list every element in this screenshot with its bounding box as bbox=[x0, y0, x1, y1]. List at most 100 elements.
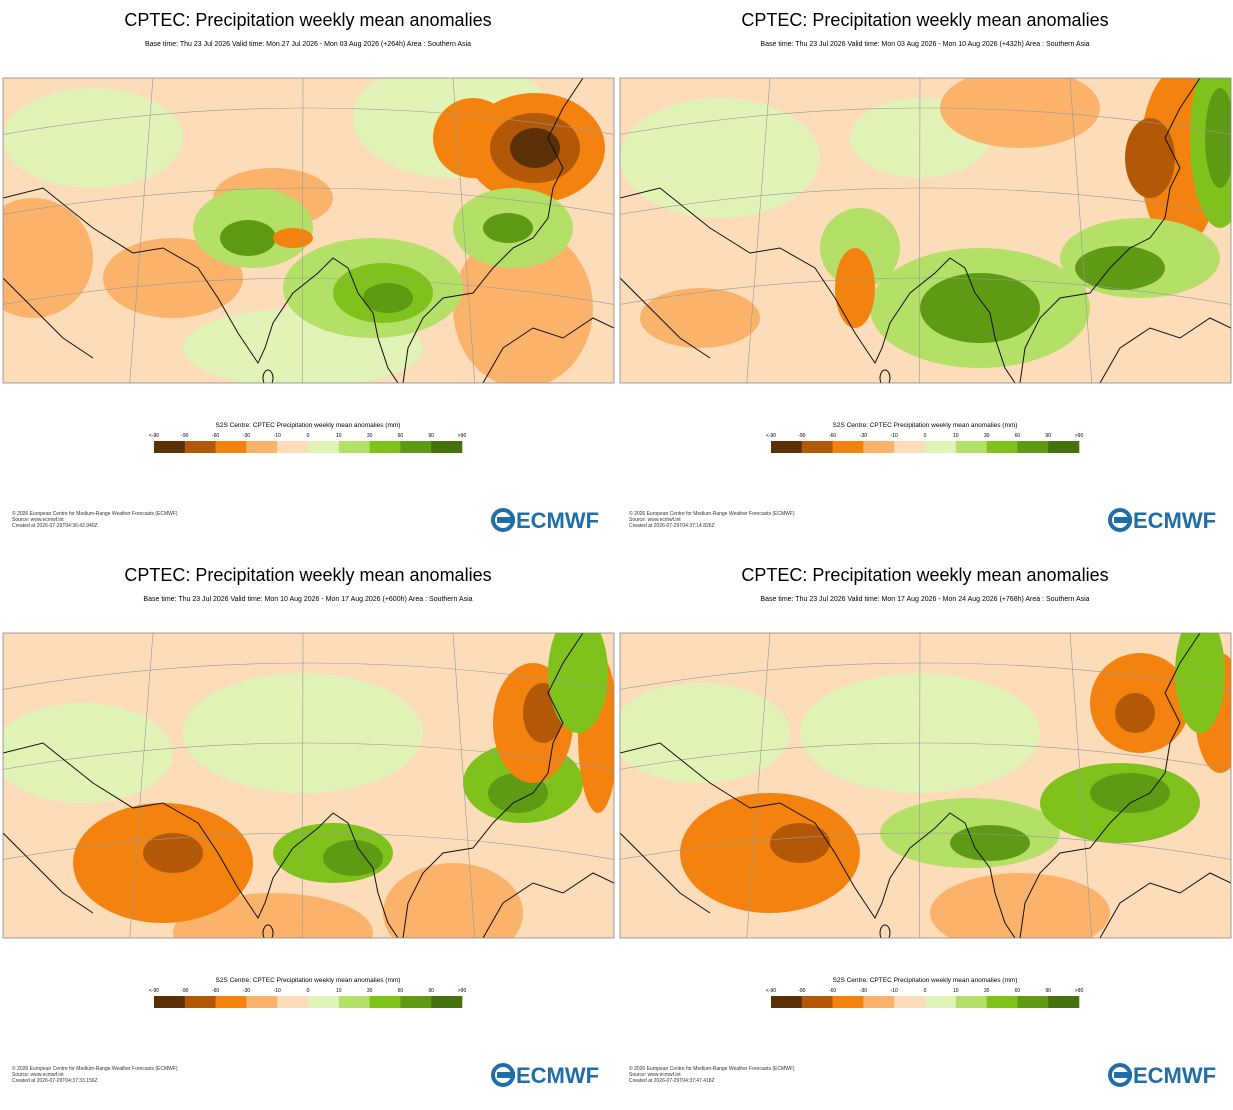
colorbar-label: 30 bbox=[984, 988, 990, 994]
colorbar-label: 0 bbox=[924, 433, 927, 439]
colorbar-label: 90 bbox=[1045, 988, 1051, 994]
footer-text: Source: www.ecmwf.int bbox=[629, 517, 681, 523]
anomaly-area bbox=[620, 683, 790, 783]
colorbar-label: >90 bbox=[1075, 433, 1084, 439]
panel-subtitle: Base time: Thu 23 Jul 2026 Valid time: M… bbox=[760, 596, 1089, 603]
footer-text: © 2026 European Centre for Medium-Range … bbox=[12, 1065, 178, 1072]
coastline bbox=[1019, 78, 1201, 383]
colorbar-label: -10 bbox=[891, 433, 898, 439]
graticule bbox=[620, 187, 1231, 215]
graticule bbox=[3, 662, 614, 690]
colorbar-swatch bbox=[400, 996, 432, 1008]
colorbar-swatch bbox=[277, 441, 309, 453]
colorbar-label: -10 bbox=[274, 988, 281, 994]
footer-text: Source: www.ecmwf.int bbox=[12, 517, 64, 523]
colorbar-swatch bbox=[431, 441, 463, 453]
coastline bbox=[3, 277, 94, 359]
coastline bbox=[482, 872, 614, 938]
colorbar-swatch bbox=[431, 996, 463, 1008]
anomaly-area bbox=[940, 78, 1100, 148]
anomaly-area bbox=[1205, 88, 1231, 188]
graticule bbox=[3, 832, 614, 860]
anomaly-area bbox=[770, 823, 830, 863]
colorbar-swatch bbox=[308, 996, 340, 1008]
colorbar-label: 90 bbox=[428, 433, 434, 439]
colorbar-title: S2S Centre: CPTEC Precipitation weekly m… bbox=[833, 422, 1018, 429]
colorbar-label: <-90 bbox=[149, 433, 159, 439]
anomaly-area bbox=[103, 238, 243, 318]
colorbar-label: 30 bbox=[367, 988, 373, 994]
panel: CPTEC: Precipitation weekly mean anomali… bbox=[619, 10, 1232, 533]
colorbar-swatch bbox=[986, 996, 1018, 1008]
colorbar-swatch bbox=[955, 441, 987, 453]
colorbar-swatch bbox=[369, 996, 401, 1008]
panel-title: CPTEC: Precipitation weekly mean anomali… bbox=[124, 565, 491, 585]
colorbar-swatch bbox=[955, 996, 987, 1008]
panel-title: CPTEC: Precipitation weekly mean anomali… bbox=[741, 565, 1108, 585]
map-fields bbox=[620, 78, 1231, 383]
anomaly-area bbox=[640, 288, 760, 348]
colorbar-label: -60 bbox=[829, 988, 836, 994]
coastline bbox=[402, 78, 584, 383]
graticule bbox=[3, 107, 614, 135]
coastline bbox=[402, 633, 584, 938]
coastline bbox=[262, 369, 274, 383]
anomaly-area bbox=[453, 228, 593, 383]
footer-text: © 2026 European Centre for Medium-Range … bbox=[629, 510, 795, 517]
map bbox=[619, 77, 1232, 384]
colorbar-label: 0 bbox=[924, 988, 927, 994]
anomaly-area bbox=[1125, 118, 1175, 198]
colorbar-swatch bbox=[338, 996, 370, 1008]
colorbar-label: 60 bbox=[1015, 988, 1021, 994]
footer-text: Source: www.ecmwf.int bbox=[12, 1072, 64, 1078]
colorbar-label: -10 bbox=[274, 433, 281, 439]
coastline bbox=[1099, 872, 1231, 938]
map-frame bbox=[2, 632, 615, 939]
map bbox=[619, 632, 1232, 939]
colorbar-label: 90 bbox=[428, 988, 434, 994]
footer-text: © 2026 European Centre for Medium-Range … bbox=[12, 510, 178, 517]
colorbar-label: >90 bbox=[458, 433, 467, 439]
graticule bbox=[301, 78, 304, 383]
anomaly-area bbox=[383, 863, 523, 938]
graticule bbox=[3, 187, 614, 215]
graticule bbox=[746, 78, 771, 383]
map bbox=[2, 632, 615, 939]
logo-mark bbox=[497, 1072, 515, 1078]
graticule bbox=[620, 742, 1231, 770]
coastline bbox=[620, 277, 711, 359]
graticule bbox=[620, 277, 1231, 305]
colorbar-label: -30 bbox=[860, 988, 867, 994]
anomaly-area bbox=[950, 825, 1030, 861]
colorbar-label: 30 bbox=[367, 433, 373, 439]
colorbar-swatch bbox=[184, 996, 216, 1008]
graticule bbox=[1069, 78, 1093, 383]
colorbar-swatch bbox=[771, 441, 803, 453]
footer-text: Created at 2026-07-29T04:37:47.418Z bbox=[629, 1078, 715, 1084]
colorbar-label: 0 bbox=[307, 433, 310, 439]
footer-text: © 2026 European Centre for Medium-Range … bbox=[629, 1065, 795, 1072]
colorbar-label: 10 bbox=[336, 433, 342, 439]
panel: CPTEC: Precipitation weekly mean anomali… bbox=[2, 10, 615, 533]
anomaly-area bbox=[1075, 246, 1165, 290]
colorbar-label: 10 bbox=[953, 433, 959, 439]
map-fields bbox=[3, 78, 614, 383]
colorbar-label: 0 bbox=[307, 988, 310, 994]
colorbar-swatch bbox=[154, 441, 186, 453]
colorbar-label: -90 bbox=[798, 433, 805, 439]
coastline bbox=[879, 369, 891, 383]
graticule bbox=[1069, 633, 1093, 938]
colorbar-label: 90 bbox=[1045, 433, 1051, 439]
map bbox=[2, 77, 615, 384]
anomaly-area bbox=[680, 793, 860, 913]
colorbar-swatch bbox=[801, 996, 833, 1008]
anomaly-area bbox=[3, 703, 173, 803]
colorbar-label: 60 bbox=[398, 988, 404, 994]
graticule bbox=[452, 78, 476, 383]
colorbar-label: 60 bbox=[398, 433, 404, 439]
colorbar-title: S2S Centre: CPTEC Precipitation weekly m… bbox=[216, 422, 401, 429]
colorbar-label: -30 bbox=[243, 433, 250, 439]
colorbar-label: >90 bbox=[1075, 988, 1084, 994]
anomaly-area bbox=[548, 633, 608, 733]
